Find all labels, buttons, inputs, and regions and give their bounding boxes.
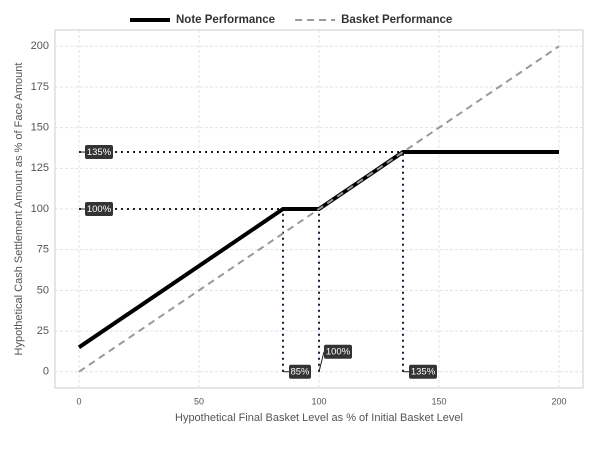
y-tick-label: 125 [31,162,49,174]
y-tick-label: 175 [31,81,49,93]
x-tick-label: 50 [194,396,204,406]
series-line [78,45,560,373]
legend-label: Basket Performance [341,14,452,26]
x-tick-label: 0 [76,396,81,406]
x-tick-label: 100 [311,396,326,406]
y-tick-label: 50 [37,284,49,296]
annotation-label: 135% [411,367,436,378]
x-tick-label: 150 [431,396,446,406]
annotation-box [289,364,311,379]
legend-label: Note Performance [176,14,275,26]
annotation-box [409,364,437,379]
y-tick-label: 0 [43,366,49,378]
annotation-box [85,145,113,160]
annotation-label: 100% [87,204,112,215]
annotation: 135% [403,364,437,379]
annotation-leader [318,351,325,372]
annotation-label: 100% [326,347,351,358]
y-tick-label: 25 [37,325,49,337]
x-axis-label: Hypothetical Final Basket Level as % of … [175,412,463,424]
annotation: 85% [283,364,311,379]
y-tick-label: 150 [31,122,49,134]
annotation: 100% [79,202,113,216]
y-tick-label: 200 [31,40,49,52]
annotation-label: 135% [87,147,112,158]
y-tick-label: 100 [31,203,49,215]
annotation-box [85,202,113,216]
annotation-box [324,344,352,359]
y-axis-label: Hypothetical Cash Settlement Amount as %… [13,63,25,356]
x-tick-label: 200 [551,396,566,406]
annotation-label: 85% [290,367,310,378]
y-tick-label: 75 [37,244,49,256]
annotation: 135% [79,145,113,160]
annotation: 100% [318,344,352,372]
